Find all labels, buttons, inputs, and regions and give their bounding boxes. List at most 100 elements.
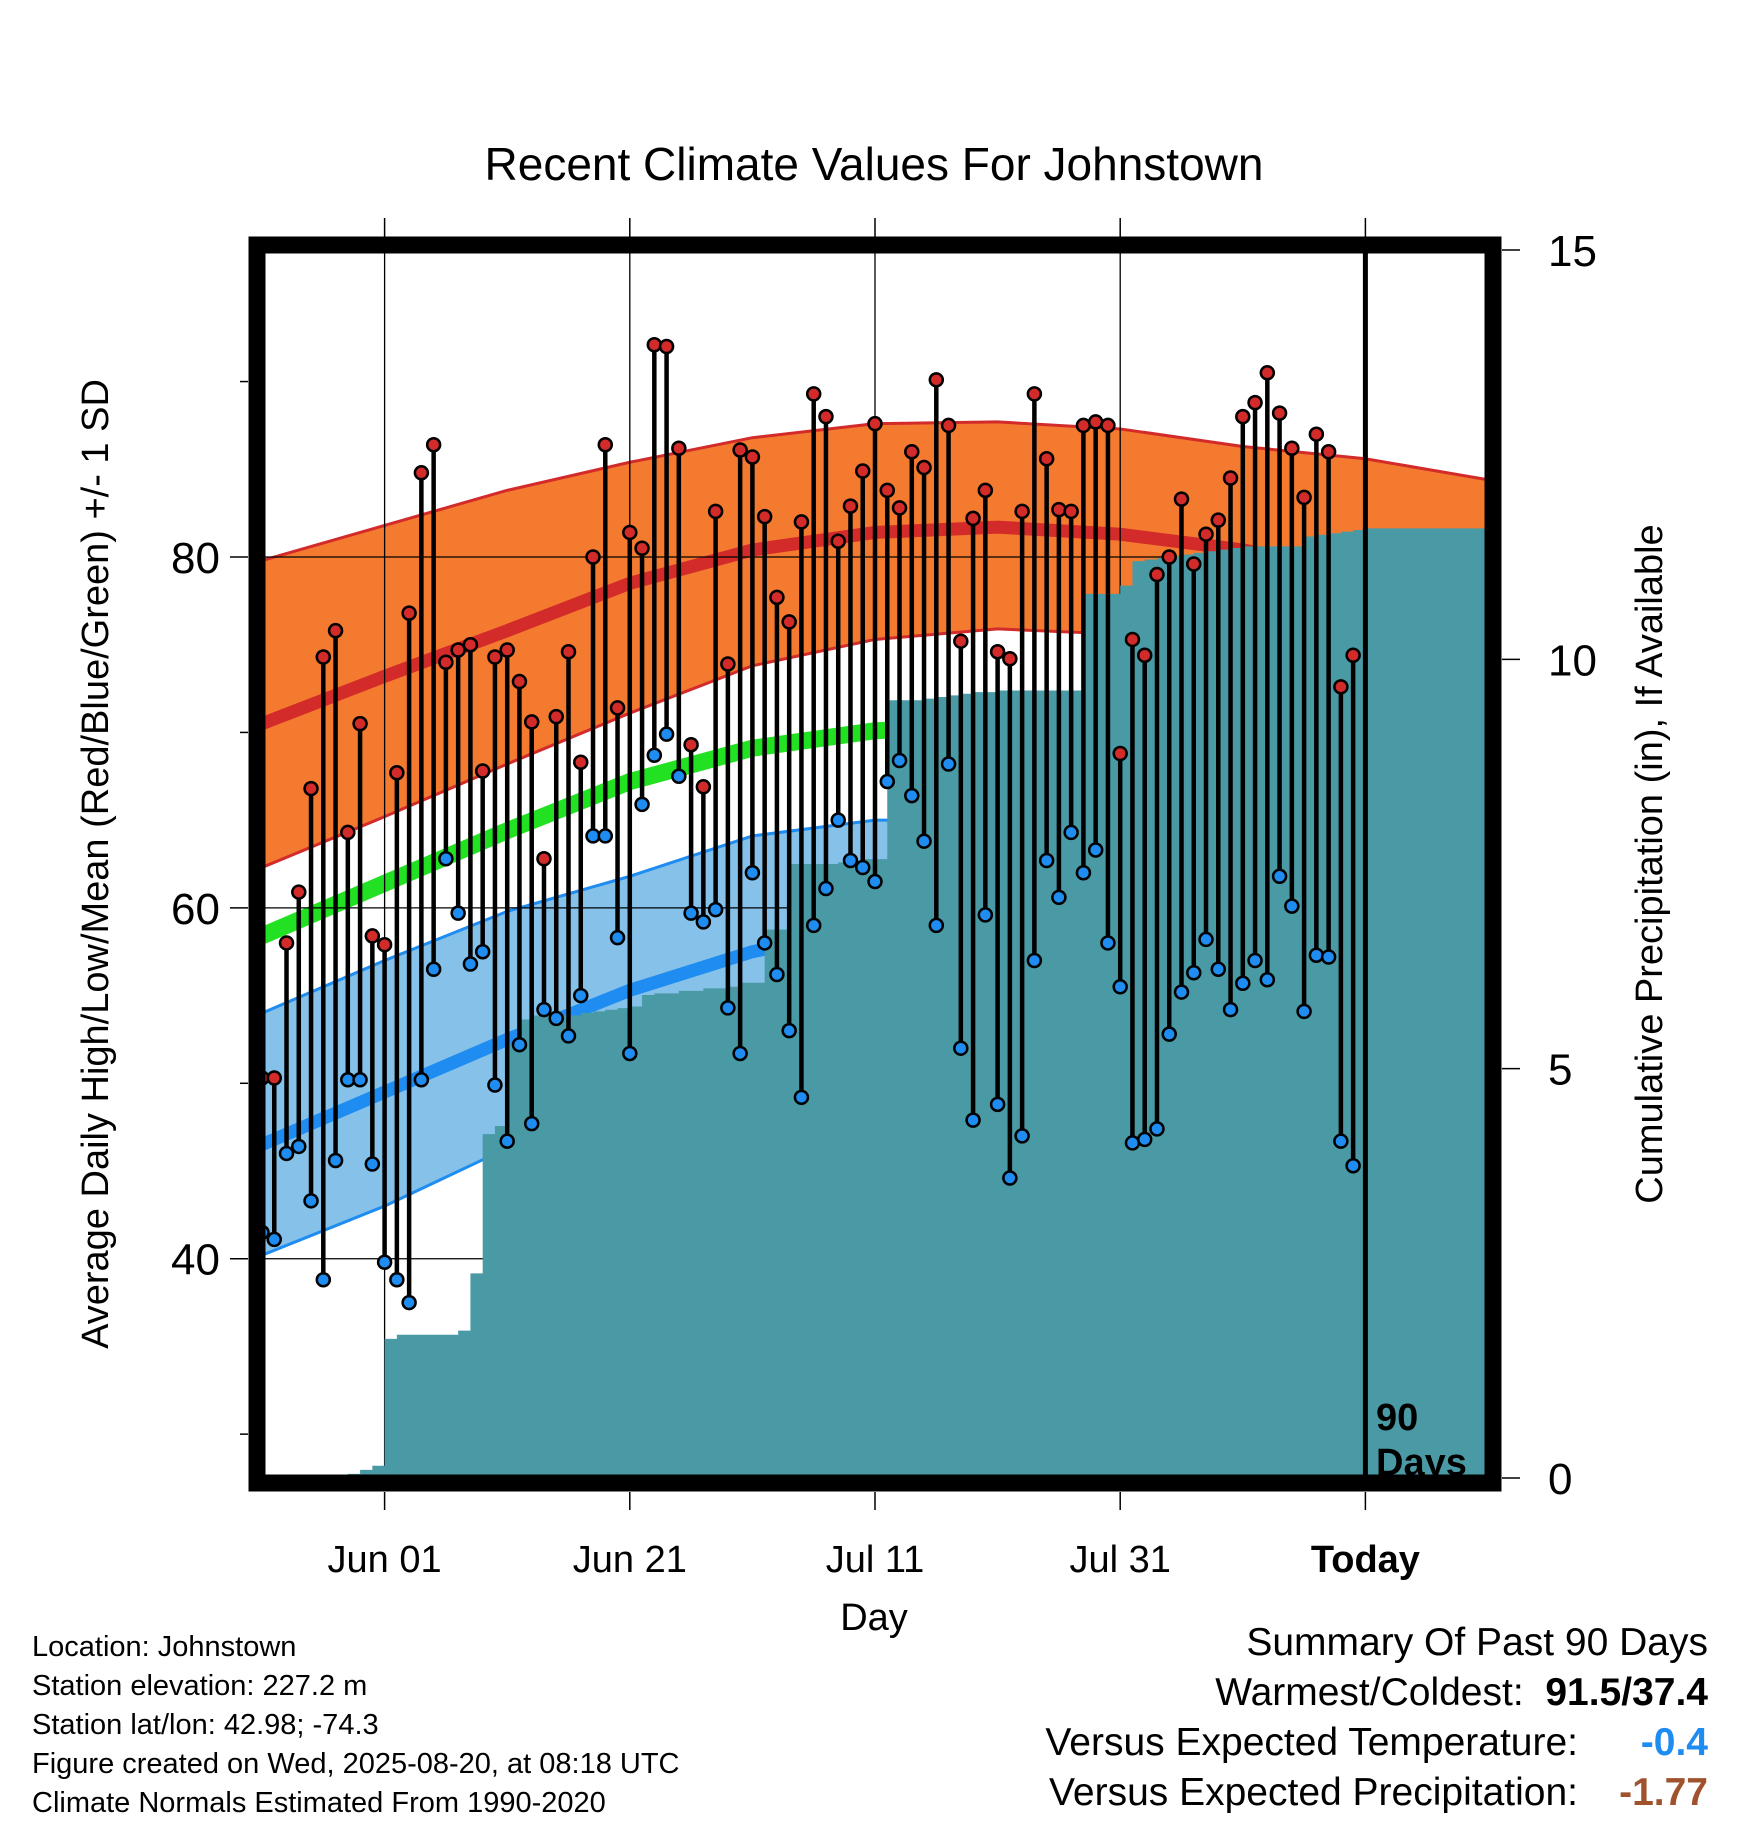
daily-high-point [1063, 503, 1079, 520]
daily-high-point [327, 622, 344, 639]
daily-high-point [965, 510, 981, 527]
warm-cold-value: 91.5/37.4 [1545, 1671, 1708, 1714]
daily-low-point [548, 1010, 564, 1027]
daily-high-point [1271, 405, 1288, 421]
daily-high-point [1026, 386, 1043, 402]
daily-low-point [364, 1156, 381, 1172]
daily-high-point [940, 417, 957, 434]
daily-low-point [597, 828, 614, 844]
daily-low-point [523, 1115, 540, 1132]
daily-high-point [1222, 470, 1239, 486]
daily-high-point [1014, 503, 1030, 520]
daily-low-point [928, 917, 945, 934]
daily-high-point [291, 884, 307, 900]
daily-high-point [854, 463, 871, 479]
daily-high-point [1333, 679, 1349, 695]
daily-high-point [891, 500, 908, 516]
daily-high-point [634, 540, 650, 556]
daily-high-point [622, 524, 638, 541]
daily-high-point [401, 605, 417, 621]
daily-low-point [536, 1001, 552, 1018]
daily-high-point [315, 649, 332, 665]
daily-high-point [1112, 745, 1128, 762]
info-normals: Climate Normals Estimated From 1990-2020 [32, 1787, 606, 1819]
daily-high-point [842, 498, 859, 514]
daily-high-point [683, 736, 699, 753]
summary-panel: Summary Of Past 90 Days Warmest/Coldest:… [1045, 1618, 1708, 1818]
daily-low-point [781, 1022, 797, 1039]
summary-warm-cold: Warmest/Coldest: 91.5/37.4 [1045, 1668, 1708, 1718]
daily-low-point [904, 787, 920, 804]
precip-anomaly-label: Versus Expected Precipitation: [1049, 1771, 1578, 1814]
daily-high-point [266, 1070, 283, 1086]
daily-low-point [793, 1089, 810, 1106]
daily-low-point [352, 1072, 368, 1088]
daily-low-point [867, 873, 883, 890]
daily-high-point [389, 765, 405, 781]
daily-high-point [487, 649, 503, 665]
daily-high-point [671, 440, 687, 456]
daily-low-point [732, 1045, 748, 1062]
plot-frame [248, 236, 1502, 1492]
daily-low-point [940, 756, 957, 772]
daily-high-point [523, 714, 540, 730]
daily-high-point [548, 708, 564, 725]
daily-high-point [658, 338, 675, 355]
daily-high-point [585, 549, 601, 565]
daily-low-point [1124, 1135, 1141, 1151]
daily-high-point [364, 928, 381, 944]
y2-tick-label: 5 [1548, 1046, 1572, 1095]
daily-high-point [573, 754, 589, 771]
daily-high-point [474, 763, 491, 779]
daily-high-point [1198, 526, 1214, 542]
daily-low-point [1247, 952, 1263, 969]
daily-low-point [854, 859, 871, 876]
daily-low-point [879, 773, 896, 790]
daily-high-point [781, 614, 797, 630]
daily-high-point [867, 415, 883, 432]
daily-low-point [744, 865, 761, 881]
warm-cold-label: Warmest/Coldest: [1215, 1671, 1524, 1714]
daily-high-point [536, 850, 552, 867]
daily-high-point [1296, 489, 1312, 506]
daily-high-point [805, 386, 822, 402]
y2-tick-label: 10 [1548, 636, 1597, 685]
daily-high-point [1320, 443, 1337, 460]
daily-marks [262, 336, 1361, 1311]
daily-high-point [1308, 426, 1325, 442]
daily-high-point [352, 715, 368, 732]
daily-low-point [989, 1096, 1006, 1113]
daily-high-point [1149, 566, 1165, 583]
daily-high-point [303, 780, 319, 797]
daily-low-point [450, 905, 466, 921]
daily-high-point [438, 654, 454, 671]
x-tick-label: Jun 21 [573, 1539, 687, 1581]
info-latlon: Station lat/lon: 42.98; -74.3 [32, 1709, 379, 1741]
daily-low-point [1271, 868, 1288, 885]
daily-low-point [1014, 1128, 1030, 1144]
summary-temp: Versus Expected Temperature: -0.4 [1045, 1718, 1708, 1768]
daily-low-point [646, 747, 663, 763]
temp-anomaly-label: Versus Expected Temperature: [1045, 1721, 1578, 1764]
y-tick-label: 40 [171, 1236, 220, 1285]
daily-low-point [487, 1077, 503, 1093]
daily-high-point [425, 436, 442, 453]
daily-high-point [1186, 556, 1202, 572]
daily-low-point [658, 726, 675, 742]
daily-low-point [1284, 898, 1300, 914]
daily-high-point [376, 936, 393, 953]
daily-low-point [916, 833, 932, 849]
daily-high-point [928, 372, 945, 388]
daily-low-point [695, 914, 712, 930]
daily-low-point [671, 768, 687, 785]
daily-low-point [1087, 842, 1104, 858]
daily-high-point [732, 442, 748, 458]
daily-high-point [450, 642, 466, 658]
daily-low-point [1235, 975, 1251, 992]
daily-high-point [278, 935, 295, 951]
daily-low-point [1002, 1170, 1018, 1186]
y2-tick-label: 15 [1548, 227, 1597, 276]
daily-low-point [462, 956, 479, 972]
daily-low-point [720, 1000, 736, 1016]
daily-low-point [560, 1028, 577, 1044]
